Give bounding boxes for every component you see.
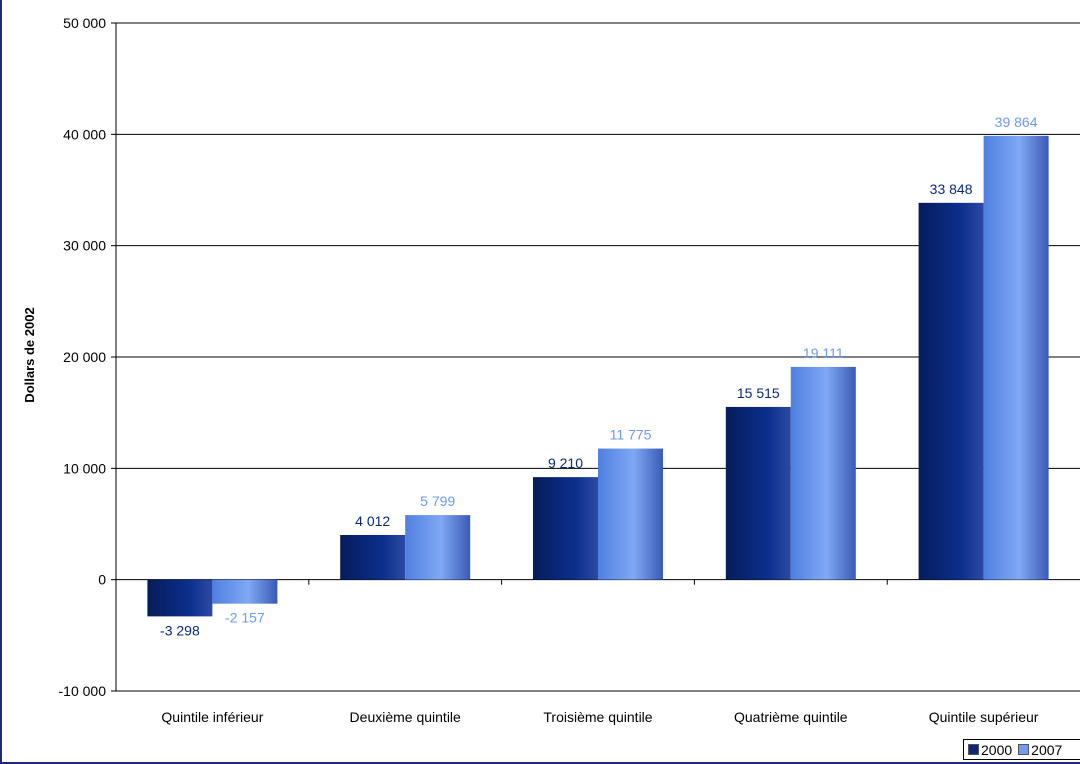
data-label: 19 111: [803, 345, 844, 361]
data-label: -3 298: [160, 622, 200, 638]
data-label: 33 848: [930, 181, 973, 197]
y-tick-label: 40 000: [63, 126, 106, 142]
bar-2000: [918, 202, 984, 580]
bar-2007: [405, 515, 471, 580]
y-tick-label: 50 000: [63, 15, 106, 31]
bar-2007: [598, 448, 663, 580]
data-label: 4 012: [355, 513, 390, 529]
data-label: 11 775: [610, 427, 652, 443]
x-category-label: Deuxième quintile: [350, 709, 461, 725]
x-category-label: Troisième quintile: [543, 709, 652, 725]
y-tick-label: -10 000: [59, 683, 107, 699]
legend-swatch-2000: [968, 744, 979, 755]
y-tick-label: 10 000: [63, 460, 106, 476]
bar-2000: [147, 579, 213, 617]
bar-2007: [790, 366, 856, 580]
x-category-label: Quintile inférieur: [161, 709, 263, 725]
legend-label-2007: 2007: [1031, 741, 1063, 758]
y-tick-label: 20 000: [63, 349, 106, 365]
data-label: 15 515: [737, 385, 780, 401]
legend-item-2000: 2000: [968, 742, 1012, 758]
y-axis-label: Dollars de 2002: [22, 307, 37, 402]
legend-item-2007: 2007: [1018, 742, 1062, 758]
x-category-label: Quintile supérieur: [929, 709, 1039, 725]
data-label: 5 799: [420, 493, 455, 509]
y-tick-label: 0: [98, 572, 106, 588]
bar-2000: [725, 406, 791, 580]
legend-label-2000: 2000: [981, 741, 1013, 758]
data-label: -2 157: [225, 610, 265, 626]
data-label: 9 210: [548, 455, 583, 471]
bar-2000: [340, 534, 406, 580]
bar-2000: [533, 477, 598, 580]
legend: 2000 2007: [963, 739, 1080, 760]
legend-swatch-2007: [1018, 744, 1030, 755]
data-label: 39 864: [995, 114, 1038, 130]
bar-2007: [212, 579, 278, 604]
bar-2007: [983, 135, 1049, 580]
x-category-label: Quatrième quintile: [734, 709, 848, 725]
y-tick-label: 30 000: [63, 238, 106, 254]
